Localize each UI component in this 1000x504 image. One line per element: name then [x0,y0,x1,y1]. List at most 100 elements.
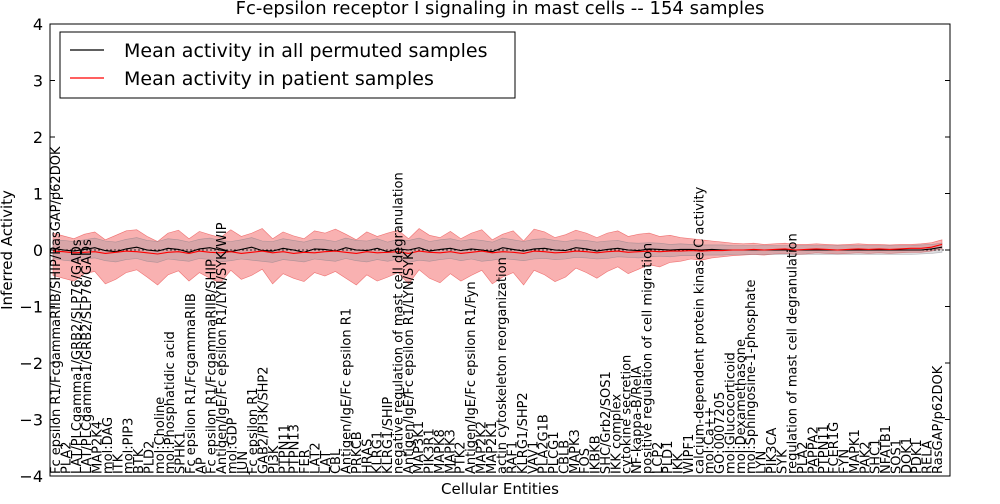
x-tick-label: MAPK8 [433,429,448,474]
chart-title: Fc-epsilon receptor I signaling in mast … [236,0,765,19]
x-tick-label: PI3K [267,445,282,474]
x-tick-label: Fc epsilon R1 [246,387,261,474]
x-axis-label: Cellular Entities [441,480,559,498]
y-tick-label: 3 [33,72,43,91]
x-tick-label: negative regulation of mast cell degranu… [391,172,406,474]
x-tick-label: Fc epsilon R1/FcgammaRIIB/SHIP/RasGAP/p6… [49,146,64,474]
x-tick-label: PTK2 [454,441,469,474]
x-tick-label: MAP2K4 [91,421,106,474]
x-tick-label: GAB2/PI3K/SHP2 [257,366,272,474]
x-tick-label: PDK1 [910,439,925,474]
y-tick-label: 4 [33,15,43,34]
x-tick-label: MAPK3 [568,429,583,474]
x-tick-label: Antigen/IgE/Fc epsilon R1/Fyn [464,281,479,474]
x-tick-label: FCER1G [827,422,842,474]
x-tick-label: Antigen/IgE/Fc epsilon R1/LYN/SYK/WIP [215,222,230,474]
x-tick-label: KLRG1/SHIP [381,397,396,474]
x-tick-label: SPHK1 [174,431,189,474]
x-tick-label: LAT/PLCgamma1/GRB2/SLP76/GADs [80,239,95,474]
x-tick-label: PLA2G1B [537,414,552,474]
x-tick-label: IKK complex [609,394,624,474]
x-tick-label: HRAS [360,439,375,474]
x-tick-label: KLRG1/SHP2 [516,392,531,474]
x-tick-label: IKK [672,453,687,474]
x-tick-label: PTPN11 [817,424,832,474]
x-tick-label: LAT2 [308,442,323,474]
y-tick-label: −4 [19,467,43,486]
x-tick-label: regulation of mast cell degranulation [786,233,801,474]
x-tick-label: RasGAP/p62DOK [931,365,946,474]
legend-entry-permuted: Mean activity in all permuted samples [124,40,487,62]
x-tick-label: MAPK1 [848,429,863,474]
x-tick-label: Fc epsilon R1/FcgammaRIIB [184,293,199,474]
x-tick-label: PLCG1 [547,432,562,475]
x-tick-label: mol:Glucocorticoid [724,352,739,474]
x-tick-label: PIK3R1 [423,428,438,474]
x-tick-label: WIPF1 [682,434,697,474]
x-tick-label: PLD1 [661,441,676,474]
y-tick-label: −2 [19,354,43,373]
x-tick-label: PAPPA2 [807,426,822,474]
x-tick-label: LYN [755,451,770,474]
x-tick-label: mol:Phosphatidic acid [163,331,178,474]
x-tick-label: JUN [236,451,251,475]
x-tick-label: BTK [132,448,147,474]
x-tick-label: SOS1 [890,439,905,474]
x-tick-label: calcium-dependent protein kinase C activ… [692,186,707,474]
x-tick-label: mol:Sphingosine-1-phosphate [744,280,759,474]
x-tick-label: mol:Ca++ [703,407,718,474]
x-tick-label: PTPN11 [277,424,292,474]
x-tick-label: PRKCB [350,431,365,474]
x-tick-label: IKBKB [589,435,604,474]
x-tick-label: positive regulation of cell migration [641,243,656,474]
line-patient [52,243,943,255]
x-tick-label: mol:Choline [153,397,168,474]
line-layer [50,243,950,255]
x-tick-label: RAF1 [506,441,521,474]
y-tick-label: 0 [33,241,43,260]
x-tick-label: NF-kappa-B/RelA [630,366,645,474]
x-tick-label: mol:PIP3 [122,418,137,474]
y-tick-label: 1 [33,185,43,204]
x-tick-label: Antigen/IgE/Fc epsilon R1/LYN/SYK [402,251,417,474]
x-tick-label: SYK [775,449,790,474]
x-tick-label: mol:Dexamethasone [734,339,749,474]
x-tick-label: PLA2 [59,441,74,474]
x-tick-label: LAT [319,451,334,474]
x-tick-label: SHC1 [869,439,884,474]
x-tick-label: FYN [838,449,853,474]
x-tick-label: Antigen/IgE/Fc epsilon R1 [340,308,355,474]
x-tick-label: Fc epsilon R1/FcgammaRIIB/SHIP [205,259,220,474]
x-tick-label: cytokine secretion [620,355,635,474]
x-tick-label: mol:GDP [225,417,240,474]
x-tick-label: MAPK3 [443,429,458,474]
x-tick-label: PIK3CA [765,427,780,474]
x-tick-label: NFATB1 [879,425,894,474]
y-tick-label: 2 [33,128,43,147]
x-tick-label: FER [298,449,313,474]
y-tick-label: −1 [19,298,43,317]
y-axis: −4 −3 −2 −1 0 1 2 3 4 [19,15,950,486]
x-tick-labels: Fc epsilon R1/FcgammaRIIB/SHIP/RasGAP/p6… [49,146,946,475]
x-tick-label: GO:0007205 [713,392,728,474]
x-tick-label: SHC/Grb2/SOS1 [599,371,614,474]
x-tick-label: MAP3K1 [412,421,427,474]
x-tick-label: PTPN13 [288,424,303,474]
legend: Mean activity in all permuted samples Me… [59,31,516,99]
x-tick-label: PLD2 [142,441,157,474]
x-tick-label: LCP2 [651,442,666,474]
x-tick-label: FOS [578,448,593,474]
x-tick-label: LAT/PLCgamma1/GRB2/SLP76/GADs [70,239,85,474]
x-tick-label: PLA2 [796,441,811,474]
x-tick-label: CBLB [557,440,572,474]
x-tick-label: ITK [111,453,126,474]
legend-entry-patient: Mean activity in patient samples [124,68,434,90]
x-tick-label: actin cytoskeleton reorganization [495,257,510,474]
x-tick-label: VAV1 [526,441,541,474]
y-axis-label: Inferred Activity [0,190,16,310]
x-tick-label: MAP2K2 [474,421,489,474]
x-tick-label: mol:DAG [101,417,116,474]
x-tick-label: RELA [921,440,936,474]
